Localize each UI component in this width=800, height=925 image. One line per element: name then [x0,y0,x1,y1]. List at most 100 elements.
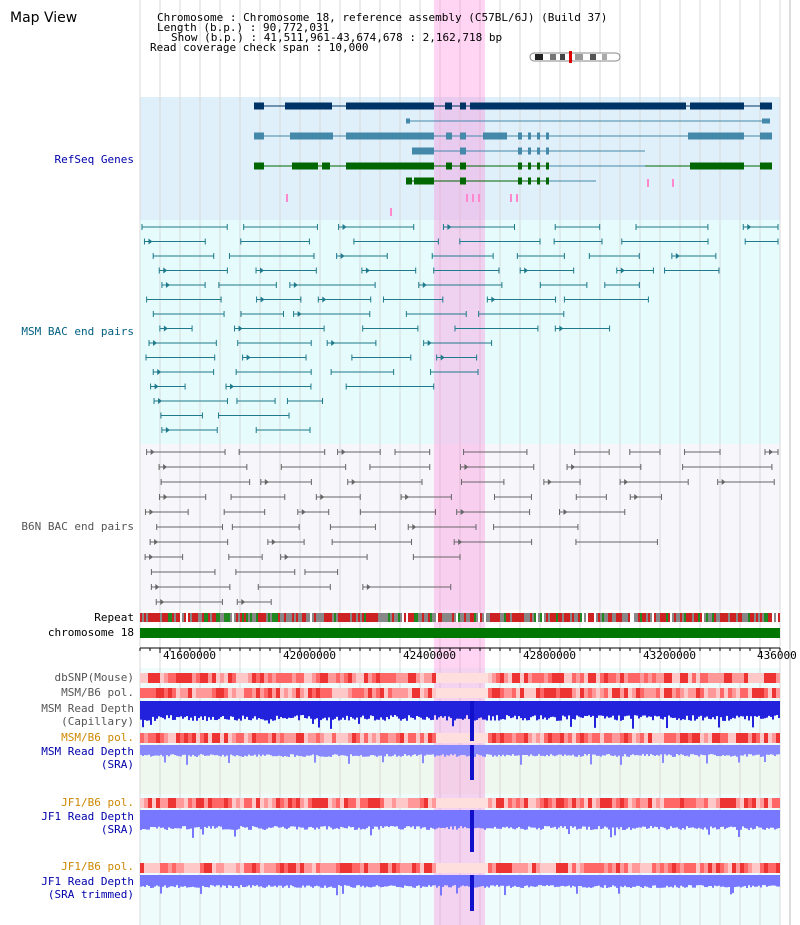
depth-bar [688,745,690,757]
depth-bar [680,701,682,721]
track-label-jf1-depth-sra[interactable]: JF1 Read Depth [41,810,134,823]
depth-bar [336,701,338,717]
depth-bar [402,701,404,720]
depth-bar [146,701,148,721]
refseq-genes-glyphs[interactable] [254,102,772,217]
depth-bar [272,701,274,721]
b6n-bac-end-pairs-glyphs[interactable] [144,449,779,605]
heat-cell [152,798,156,808]
bac-pair-arrow [158,398,163,404]
track-label-jf1-depth-trim[interactable]: JF1 Read Depth [41,875,134,888]
heat-cell [480,673,484,683]
heat-cell [416,863,420,873]
heat-cell [440,863,444,873]
track-label-msm-bac[interactable]: MSM BAC end pairs [21,325,134,338]
track-label-jf1-pol[interactable]: JF1/B6 pol. [61,796,134,809]
read-depth-tracks[interactable] [140,701,780,911]
heat-cell [484,733,488,743]
depth-bar [294,745,296,757]
depth-bar [342,745,344,756]
repeat-cell [750,613,752,622]
depth-bar [658,875,660,888]
heat-cell [580,798,584,808]
repeat-track[interactable] [140,613,780,622]
track-label-refseq[interactable]: RefSeq Genes [54,153,134,166]
track-label-msm-depth-sra[interactable]: MSM Read Depth [41,745,134,758]
depth-bar [318,810,320,829]
depth-bar [280,701,282,718]
depth-bar [440,701,442,717]
depth-bar [326,810,328,830]
depth-bar [338,810,340,829]
highlight-region[interactable] [434,0,485,925]
depth-bar [418,810,420,827]
chromosome-ideogram-icon[interactable] [529,51,621,63]
msm-bac-end-pairs-glyphs[interactable] [141,224,779,433]
heat-cell [256,673,260,683]
heat-cell [156,798,160,808]
show-range-info: Show (b.p.) : 41,511,961-43,674,678 : 2,… [171,31,503,44]
depth-bar [576,875,578,894]
heat-cell [616,688,620,698]
depth-bar [446,745,448,756]
heat-cell [396,798,400,808]
gene-exon [445,102,452,110]
depth-bar [592,745,594,755]
heat-cell [624,733,628,743]
repeat-cell [412,613,414,622]
heatmap-tracks[interactable] [140,673,780,873]
heat-cell [632,798,636,808]
heat-cell [748,863,752,873]
depth-bar [738,701,740,718]
repeat-cell [504,613,506,622]
gene-exon [518,162,522,170]
heat-cell [292,688,296,698]
repeat-cell [642,613,644,622]
heat-cell [732,733,736,743]
depth-bar [384,701,386,721]
repeat-cell [564,613,566,622]
track-label-msm-depth-cap[interactable]: MSM Read Depth [41,702,134,715]
repeat-cell [214,613,216,622]
heat-cell [428,798,432,808]
depth-bar [158,701,160,717]
depth-bar [496,701,498,716]
depth-bar [766,810,768,828]
repeat-cell [282,613,284,622]
depth-bar [774,810,776,830]
track-label-jf1-pol-2[interactable]: JF1/B6 pol. [61,860,134,873]
depth-bar [402,810,404,830]
repeat-cell [670,613,672,622]
depth-bar [396,745,398,757]
track-label-dbsnp[interactable]: dbSNP(Mouse) [54,671,134,684]
bac-pair-arrow [460,509,465,515]
depth-bar [514,810,516,830]
chromosome-bar[interactable] [140,628,780,638]
heat-cell [424,733,428,743]
depth-bar [182,875,184,887]
depth-bar [452,875,454,886]
track-label-msm-pol-2[interactable]: MSM/B6 pol. [61,731,134,744]
depth-bar [490,875,492,886]
repeat-cell [190,613,192,622]
heat-cell [548,798,552,808]
track-label-b6n-bac[interactable]: B6N BAC end pairs [21,520,134,533]
depth-bar [164,701,166,720]
track-label-msm-pol[interactable]: MSM/B6 pol. [61,686,134,699]
heat-cell [208,733,212,743]
heat-cell [516,673,520,683]
repeat-cell [218,613,220,622]
depth-bar [614,810,616,836]
heat-cell [464,673,468,683]
depth-bar [198,810,200,828]
repeat-cell [668,613,670,622]
depth-bar [326,701,328,721]
heat-cell [568,688,572,698]
depth-bar [516,875,518,887]
depth-bar [196,810,198,828]
depth-bar [628,810,630,828]
depth-bar [524,745,526,755]
depth-bar [652,875,654,886]
depth-bar [240,745,242,757]
